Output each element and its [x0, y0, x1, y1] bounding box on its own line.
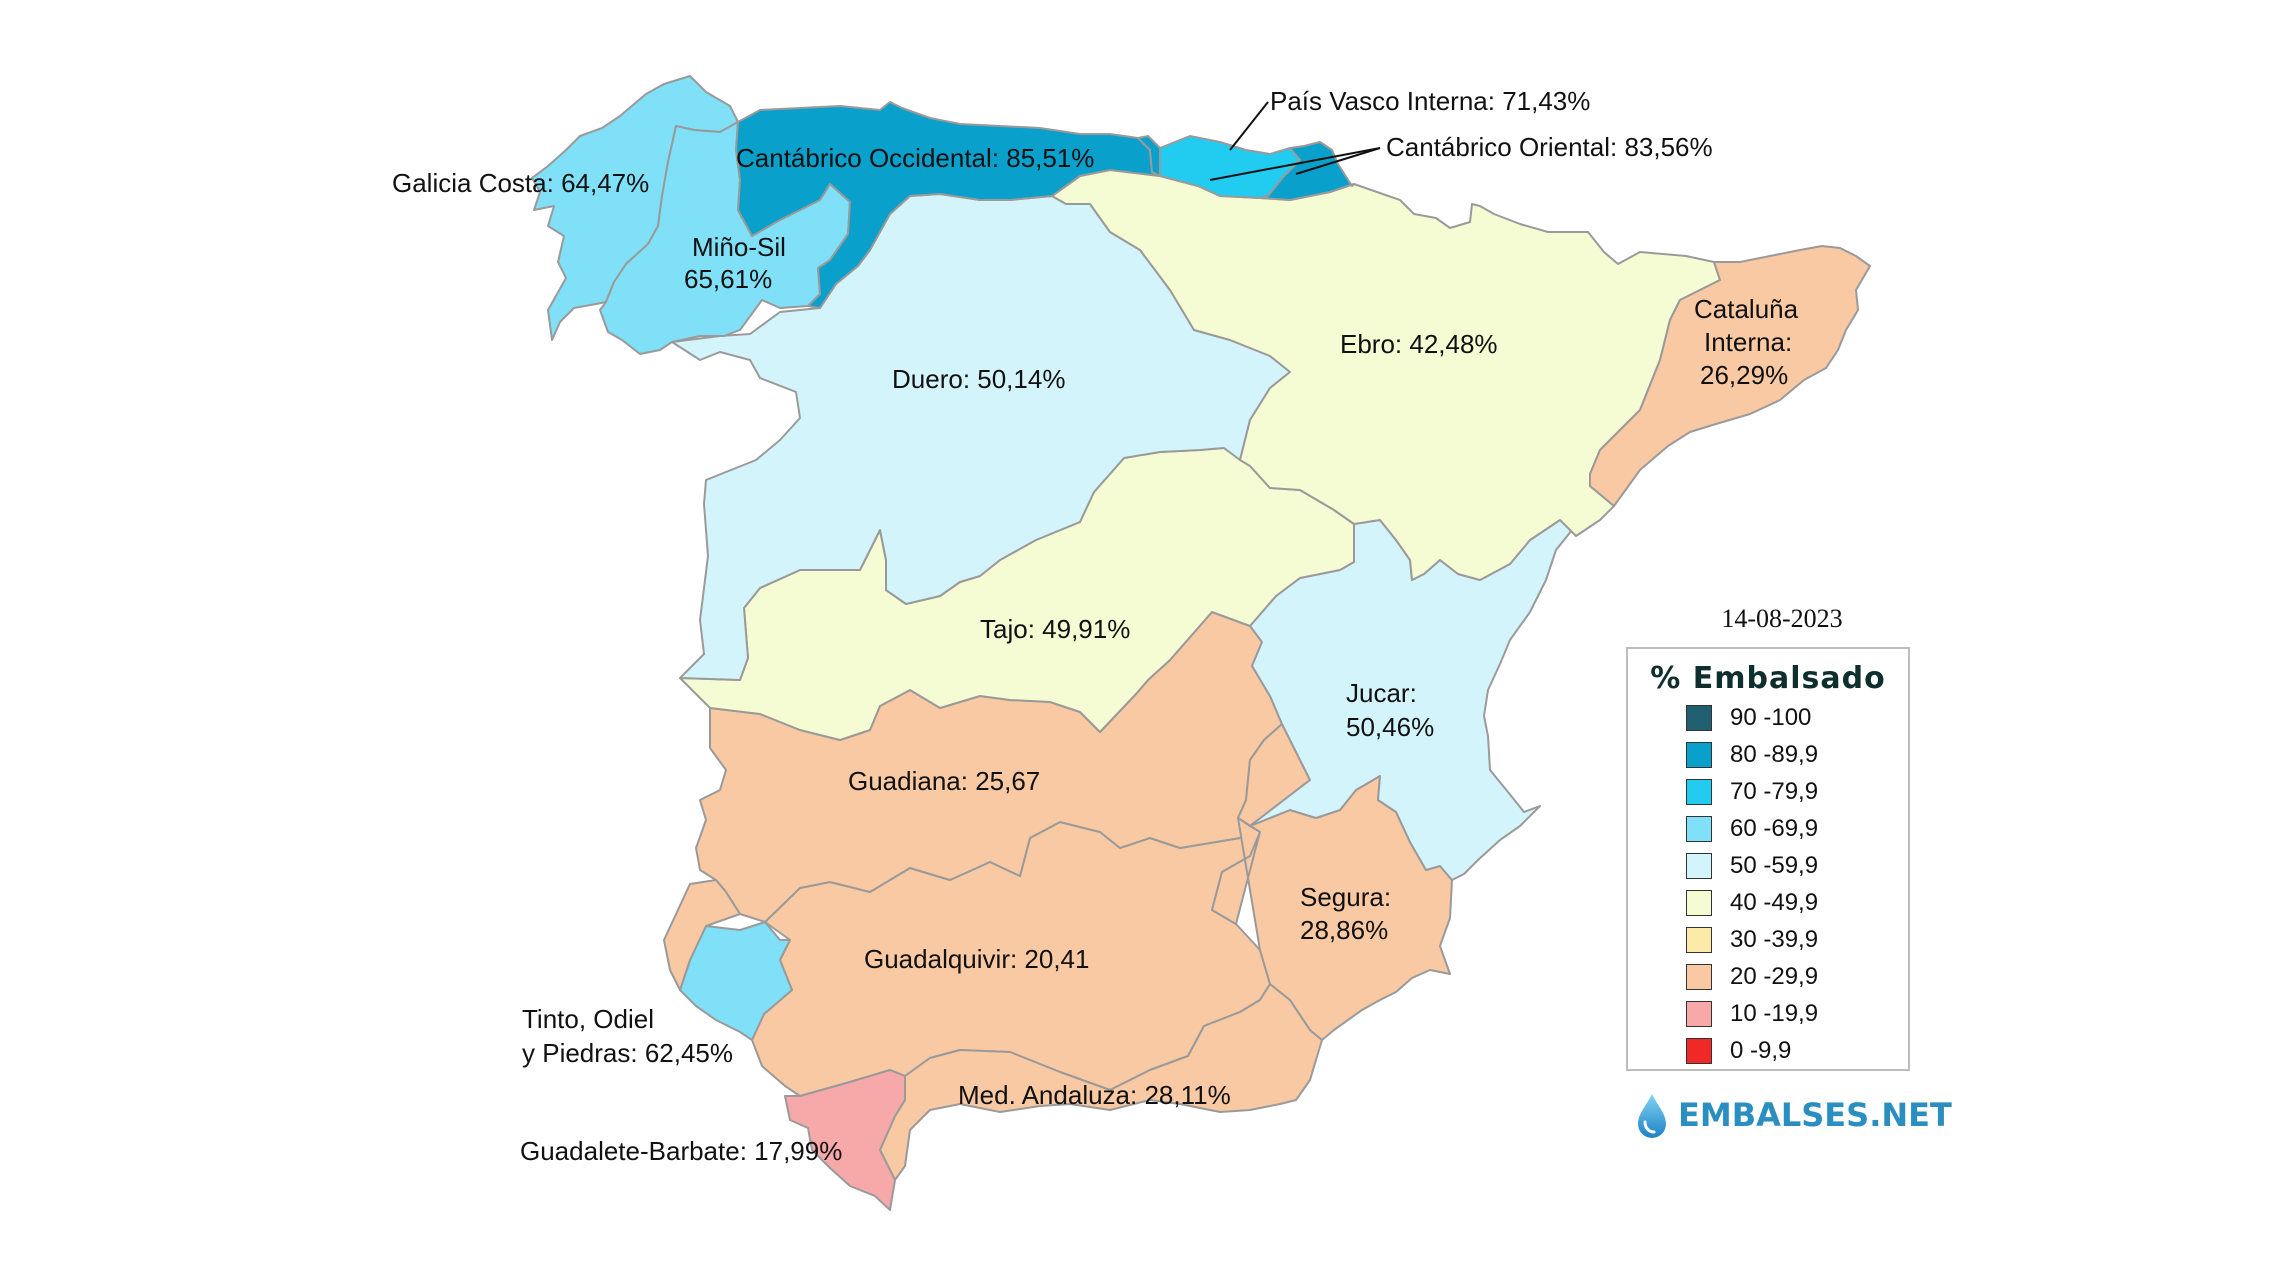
- legend-swatch: [1686, 927, 1712, 953]
- legend-label: 50 -59,9: [1730, 852, 1819, 879]
- label-galicia-costa: Galicia Costa: 64,47%: [392, 168, 649, 198]
- legend-swatch: [1686, 779, 1712, 805]
- leader-pais-vasco: [1229, 101, 1269, 151]
- brand-text: EMBALSES.NET: [1678, 1096, 1952, 1134]
- label-pais-vasco-interna: País Vasco Interna: 71,43%: [1270, 86, 1590, 116]
- legend-label: 70 -79,9: [1730, 778, 1819, 805]
- legend: % Embalsado 90 -100 80 -89,9 70 -79,9 60 -6…: [1626, 647, 1910, 1071]
- water-drop-icon: [1638, 1094, 1666, 1138]
- basin-cantabrico-oriental[interactable]: [1137, 135, 1355, 201]
- label-tajo: Tajo: 49,91%: [980, 614, 1130, 644]
- label-jucar-value: 50,46%: [1346, 712, 1434, 742]
- label-cataluna-line3: 26,29%: [1700, 360, 1788, 390]
- legend-title: % Embalsado: [1650, 661, 1886, 696]
- legend-swatch: [1686, 1001, 1712, 1027]
- basin-guadalete-barbate[interactable]: [784, 1069, 906, 1211]
- basin-cantabrico-occidental[interactable]: [735, 101, 1161, 309]
- label-mino-sil-value: 65,61%: [684, 264, 772, 294]
- label-guadiana: Guadiana: 25,67: [848, 766, 1040, 796]
- label-segura-name: Segura:: [1300, 882, 1391, 912]
- basin-galicia-costa[interactable]: [531, 75, 739, 341]
- basin-tinto-odiel-piedras[interactable]: [679, 921, 793, 1041]
- legend-label: 40 -49,9: [1730, 889, 1819, 916]
- legend-swatch: [1686, 705, 1712, 731]
- label-med-andaluza: Med. Andaluza: 28,11%: [958, 1080, 1231, 1110]
- label-tinto-line1: Tinto, Odiel: [522, 1004, 654, 1034]
- label-cataluna-line2: Interna:: [1704, 327, 1792, 357]
- label-mino-sil-name: Miño-Sil: [692, 232, 786, 262]
- legend-label: 20 -29,9: [1730, 963, 1819, 990]
- legend-label: 30 -39,9: [1730, 926, 1819, 953]
- leader-cantabrico-oriental-2: [1295, 147, 1381, 175]
- legend-swatch: [1686, 742, 1712, 768]
- label-cantabrico-oriental: Cantábrico Oriental: 83,56%: [1386, 132, 1713, 162]
- legend-label: 80 -89,9: [1730, 741, 1819, 768]
- legend-swatch: [1686, 853, 1712, 879]
- label-cantabrico-occidental: Cantábrico Occidental: 85,51%: [736, 143, 1094, 173]
- legend-swatch: [1686, 890, 1712, 916]
- label-guadalquivir: Guadalquivir: 20,41: [864, 944, 1089, 974]
- legend-label: 10 -19,9: [1730, 1000, 1819, 1027]
- legend-label: 0 -9,9: [1730, 1037, 1792, 1064]
- label-tinto-line2: y Piedras: 62,45%: [522, 1038, 733, 1068]
- leader-cantabrico-oriental-1: [1209, 147, 1381, 181]
- legend-label: 60 -69,9: [1730, 815, 1819, 842]
- label-segura-value: 28,86%: [1300, 915, 1388, 945]
- legend-swatch: [1686, 1038, 1712, 1064]
- legend-swatch: [1686, 964, 1712, 990]
- legend-label: 90 -100: [1730, 704, 1812, 731]
- legend-swatch: [1686, 816, 1712, 842]
- basin-med-andaluza[interactable]: [879, 983, 1323, 1181]
- label-cataluna-line1: Cataluña: [1694, 294, 1799, 324]
- label-guadalete-barbate: Guadalete-Barbate: 17,99%: [520, 1136, 842, 1166]
- label-jucar-name: Jucar:: [1346, 678, 1417, 708]
- basin-cataluna-interna[interactable]: [1589, 245, 1871, 507]
- label-duero: Duero: 50,14%: [892, 364, 1065, 394]
- map-date: 14-08-2023: [1721, 604, 1843, 633]
- basin-west-coast-strip: [663, 879, 741, 991]
- label-ebro: Ebro: 42,48%: [1340, 329, 1498, 359]
